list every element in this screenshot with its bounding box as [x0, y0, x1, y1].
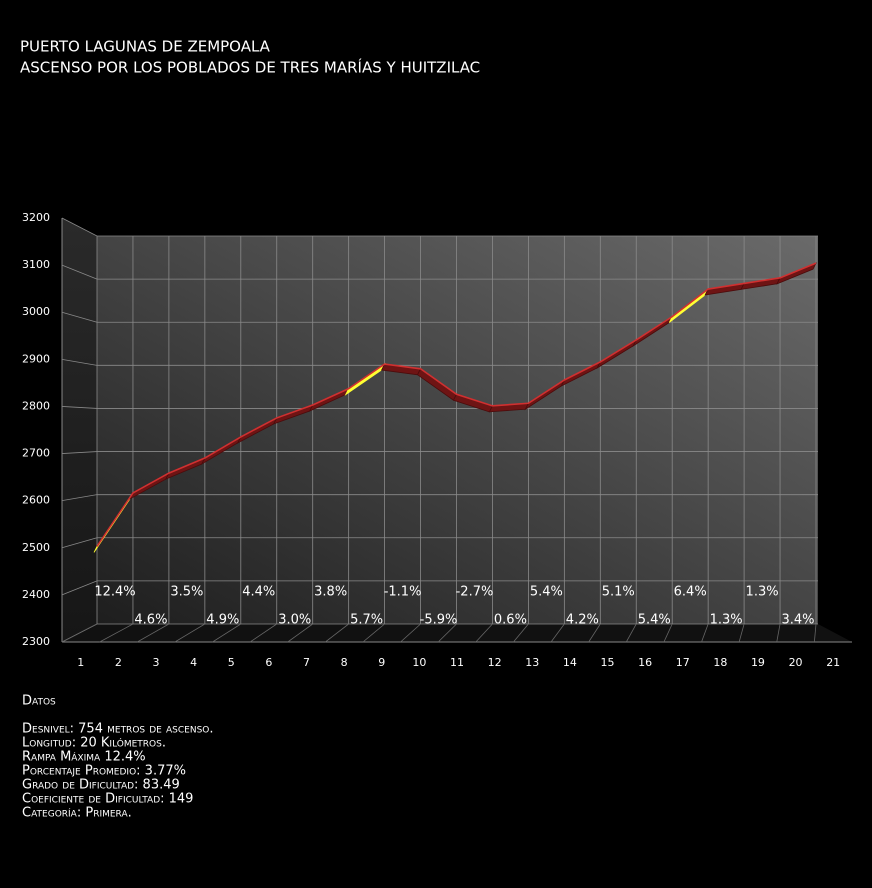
side-wall — [62, 218, 97, 642]
grade-label: 3.4% — [782, 613, 815, 628]
x-tick — [437, 623, 457, 643]
y-tick-label: 2700 — [22, 447, 50, 460]
x-tick-label: 20 — [789, 656, 803, 669]
grade-label: 1.3% — [710, 613, 743, 628]
x-tick — [588, 623, 601, 643]
y-tick — [61, 311, 98, 323]
grade-label: -1.1% — [384, 585, 422, 600]
x-tick-label: 18 — [713, 656, 727, 669]
grade-label: -5.9% — [420, 613, 458, 628]
x-tick-label: 10 — [412, 656, 426, 669]
x-tick — [550, 623, 565, 643]
info-line: Coeficiente de Dificultad: 149 — [22, 792, 193, 807]
grade-label: 5.4% — [638, 613, 671, 628]
y-tick-label: 2500 — [22, 541, 50, 554]
x-tick — [738, 623, 745, 643]
grade-label: 1.3% — [746, 585, 779, 600]
x-tick — [137, 623, 170, 643]
x-tick — [174, 623, 206, 643]
y-tick-label: 2300 — [22, 635, 50, 648]
grade-label: 4.9% — [206, 613, 239, 628]
x-tick — [813, 623, 817, 643]
x-tick-label: 8 — [341, 656, 348, 669]
y-tick-label: 2900 — [22, 352, 50, 365]
grade-label: 4.4% — [242, 585, 275, 600]
info-line: Desnivel: 754 metros de ascenso. — [22, 722, 214, 737]
y-tick-label: 2400 — [22, 588, 50, 601]
x-tick — [61, 623, 98, 643]
x-tick — [625, 623, 637, 643]
y-tick-label: 3200 — [22, 211, 50, 224]
info-line: Rampa Máxima 12.4% — [22, 750, 146, 765]
y-tick — [61, 451, 98, 454]
x-tick-label: 15 — [600, 656, 614, 669]
y-tick — [61, 406, 98, 409]
back-wall — [97, 236, 818, 624]
grade-label: 3.8% — [314, 585, 347, 600]
y-tick-label: 2800 — [22, 399, 50, 412]
x-tick-label: 11 — [450, 656, 464, 669]
x-tick — [212, 623, 242, 643]
grade-label: 4.6% — [134, 613, 167, 628]
x-tick — [99, 623, 134, 643]
grade-label: 3.0% — [278, 613, 311, 628]
floor — [62, 624, 852, 642]
x-tick-label: 1 — [77, 656, 84, 669]
info-title: Datos — [22, 694, 56, 709]
x-tick — [325, 623, 349, 643]
grade-label: -2.7% — [456, 585, 494, 600]
grade-label: 4.2% — [566, 613, 599, 628]
x-tick-label: 17 — [676, 656, 690, 669]
x-tick — [249, 623, 277, 643]
info-line: Grado de Dificultad: 83.49 — [22, 778, 180, 793]
y-tick — [61, 580, 98, 596]
x-tick-label: 5 — [228, 656, 235, 669]
elevation-line — [96, 262, 817, 547]
x-tick — [287, 623, 313, 643]
y-tick-label: 2600 — [22, 494, 50, 507]
y-tick — [61, 494, 98, 502]
grade-label: 5.4% — [530, 585, 563, 600]
x-tick — [362, 623, 385, 643]
x-tick-label: 21 — [826, 656, 840, 669]
y-tick — [61, 358, 98, 366]
x-tick-label: 16 — [638, 656, 652, 669]
y-tick — [61, 217, 98, 237]
y-tick-label: 3000 — [22, 305, 50, 318]
x-tick-label: 12 — [488, 656, 502, 669]
grade-label: 5.7% — [350, 613, 383, 628]
x-tick — [513, 623, 529, 643]
x-tick-label: 14 — [563, 656, 577, 669]
x-tick-label: 13 — [525, 656, 539, 669]
grade-label: 12.4% — [94, 585, 135, 600]
x-tick — [475, 623, 493, 643]
info-line: Categoría: Primera. — [22, 806, 132, 821]
x-tick-label: 3 — [153, 656, 160, 669]
grade-label: 6.4% — [674, 585, 707, 600]
info-line: Porcentaje Promedio: 3.77% — [22, 764, 186, 779]
x-tick-label: 19 — [751, 656, 765, 669]
x-tick — [663, 623, 673, 643]
x-tick — [701, 623, 709, 643]
x-tick — [400, 623, 421, 643]
x-tick-label: 6 — [265, 656, 272, 669]
x-tick-label: 7 — [303, 656, 310, 669]
x-tick-label: 2 — [115, 656, 122, 669]
chart-subtitle: ASCENSO POR LOS POBLADOS DE TRES MARÍAS … — [20, 58, 480, 77]
y-tick — [61, 264, 98, 280]
x-tick — [776, 623, 781, 643]
y-tick-label: 3100 — [22, 258, 50, 271]
info-line: Longitud: 20 Kilómetros. — [22, 736, 166, 751]
chart-title: PUERTO LAGUNAS DE ZEMPOALA — [20, 38, 271, 56]
x-tick-label: 4 — [190, 656, 197, 669]
grade-label: 5.1% — [602, 585, 635, 600]
grade-label: 3.5% — [170, 585, 203, 600]
x-tick-label: 9 — [378, 656, 385, 669]
y-tick — [61, 537, 98, 549]
grade-label: 0.6% — [494, 613, 527, 628]
